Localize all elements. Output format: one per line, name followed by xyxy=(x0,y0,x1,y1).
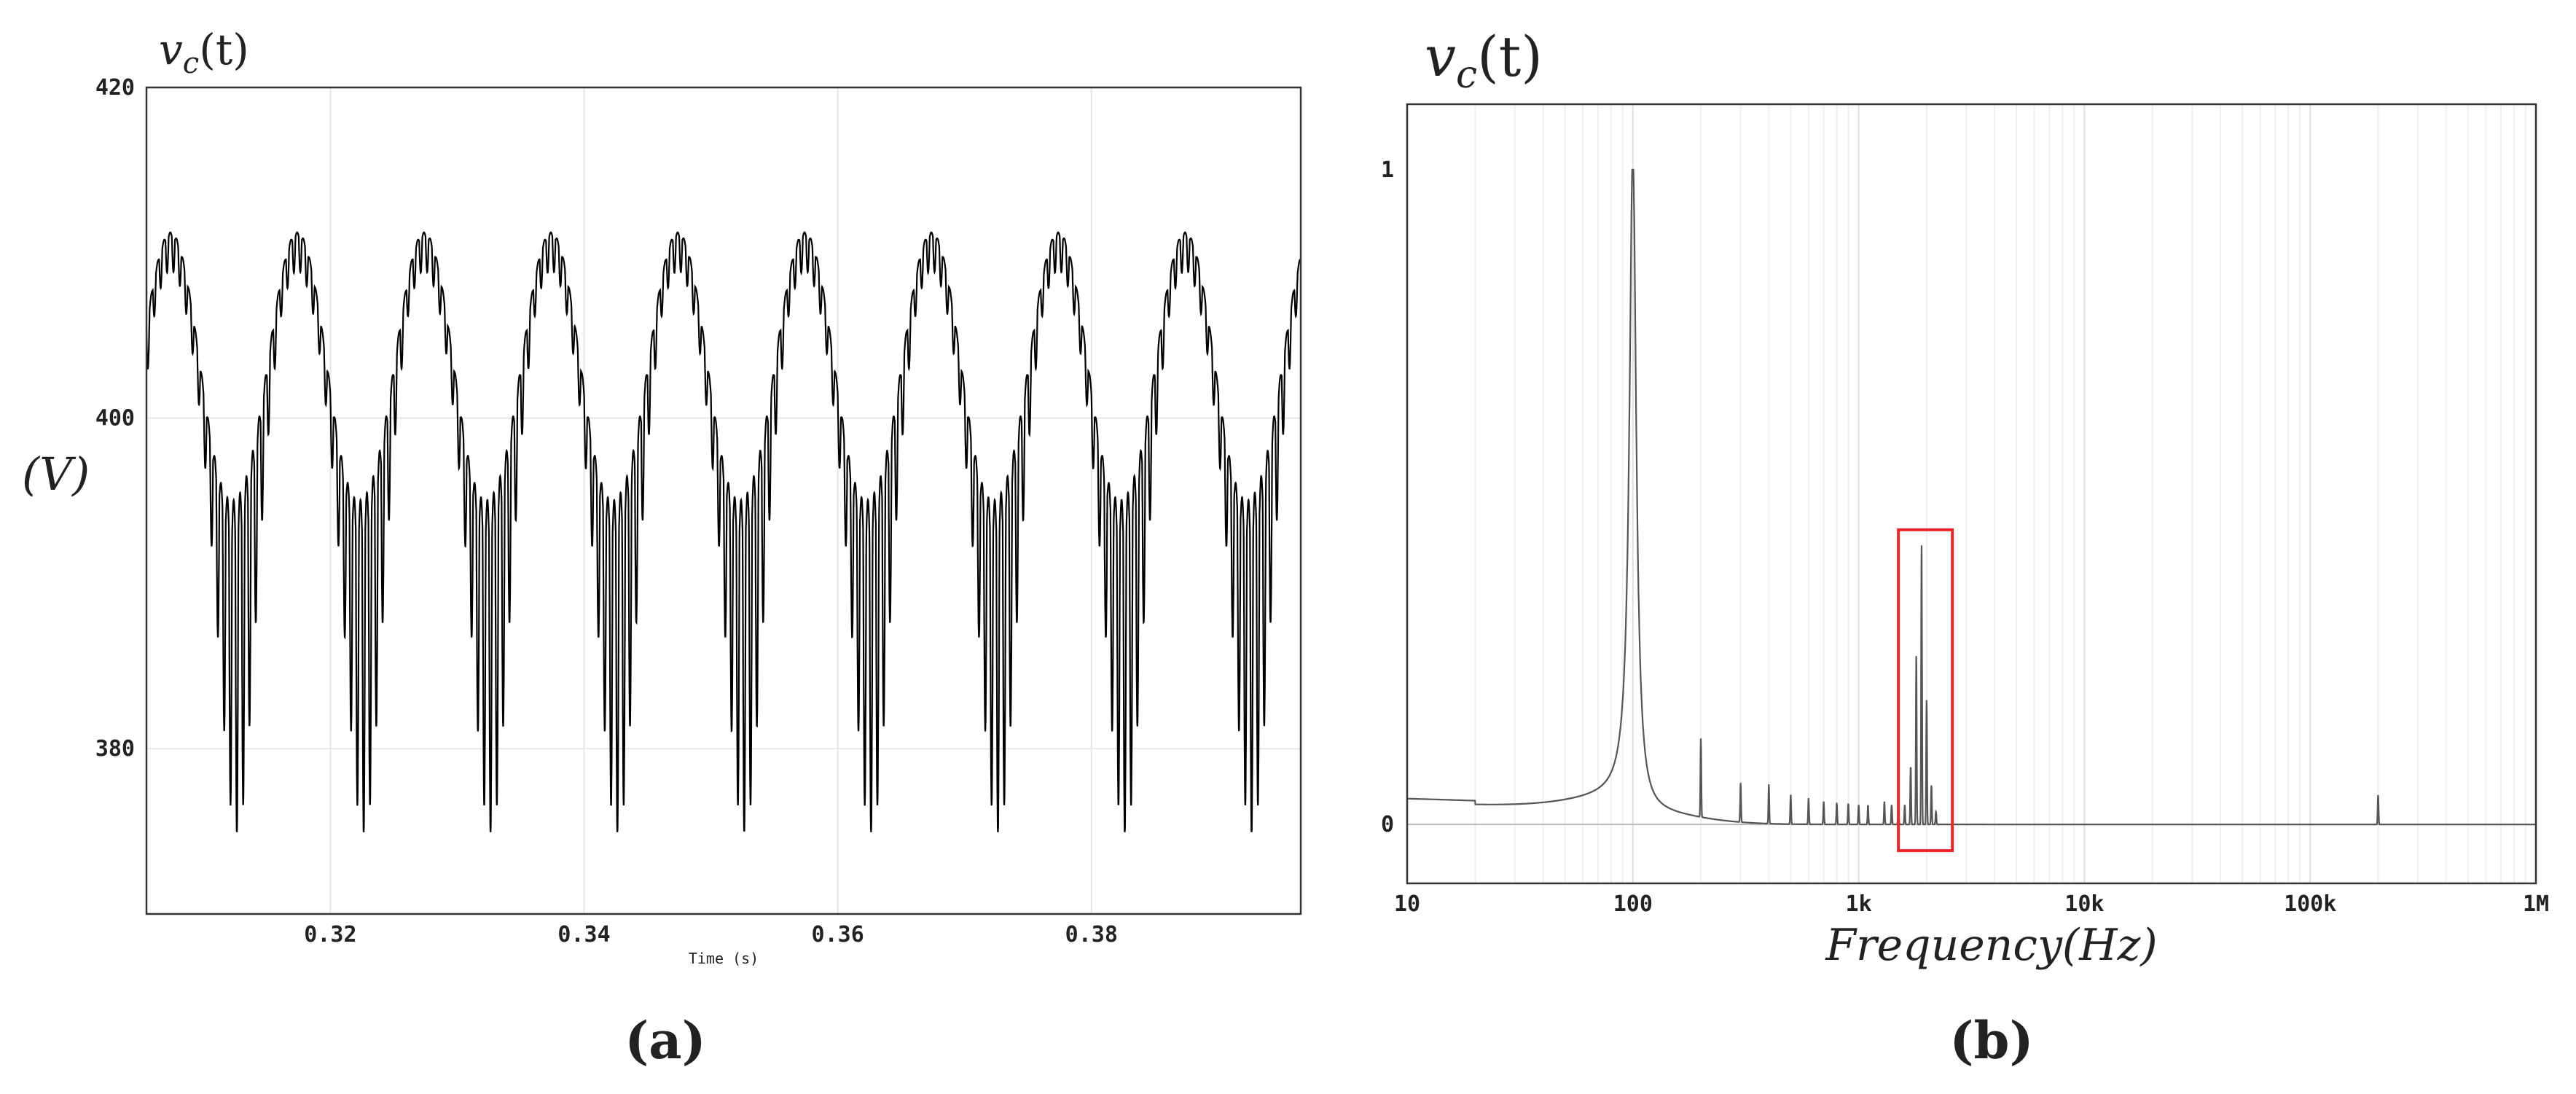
panel-a-x-tick-label: 0.32 xyxy=(304,922,356,948)
panel-b-title-rest: (t) xyxy=(1477,24,1543,89)
panel-b-x-tick-label: 100 xyxy=(1613,891,1653,917)
panel-b-caption: (b) xyxy=(1949,1010,2033,1071)
panel-b-title-sub: c xyxy=(1456,53,1477,97)
panel-b-x-tick-label: 100k xyxy=(2284,891,2336,917)
panel-a-title-rest: (t) xyxy=(199,25,249,74)
panel-a-title-sub: c xyxy=(183,47,199,80)
panel-a-y-tick-label: 380 xyxy=(95,736,135,762)
panel-b-title: vc(t) xyxy=(1425,24,1543,97)
panel-a-voltage-line xyxy=(145,231,1301,832)
panel-b-highlight-box xyxy=(1897,528,1954,853)
panel-b-x-tick-label: 10k xyxy=(2064,891,2104,917)
panel-b: 10 100 1k 10k 100k 1M 0 1 vc(t) Frequency(Hz) (… xyxy=(1381,24,2549,1071)
panel-a-x-tick-label: 0.34 xyxy=(557,922,610,948)
panel-a-y-tick-label: 400 xyxy=(95,406,135,431)
panel-b-title-main: v xyxy=(1425,24,1456,89)
panel-a-y-tick-label: 420 xyxy=(95,75,135,101)
panel-a-caption: (a) xyxy=(625,1010,706,1071)
panel-b-grid xyxy=(1406,104,2537,883)
panel-a-x-tick-label: 0.38 xyxy=(1065,922,1118,948)
panel-a-plot-frame xyxy=(145,86,1302,915)
panel-a-title-main: v xyxy=(159,25,183,74)
panel-b-spectrum-line xyxy=(1407,168,2536,826)
panel-a-ticks: 0.32 0.34 0.36 0.38 380 400 420 xyxy=(95,75,1118,948)
panel-a-title: vc(t) xyxy=(159,25,249,80)
panel-b-y-tick-label: 1 xyxy=(1381,157,1394,183)
panel-b-x-tick-label: 1k xyxy=(1846,891,1872,917)
panel-a: 0.32 0.34 0.36 0.38 380 400 420 vc(t) (V) Time… xyxy=(22,25,1302,1071)
panel-b-x-tick-label: 10 xyxy=(1394,891,1420,917)
panel-b-x-tick-label: 1M xyxy=(2523,891,2549,917)
panel-b-plot-frame xyxy=(1406,103,2537,885)
panel-b-y-tick-label: 0 xyxy=(1381,812,1394,837)
panel-a-x-label: Time (s) xyxy=(689,950,759,967)
panel-b-ticks: 10 100 1k 10k 100k 1M 0 1 xyxy=(1381,157,2549,917)
panel-b-x-label: Frequency(Hz) xyxy=(1825,920,2157,971)
panel-a-y-label: (V) xyxy=(22,448,90,501)
panel-a-grid xyxy=(146,87,1301,914)
panel-a-x-tick-label: 0.36 xyxy=(812,922,864,948)
